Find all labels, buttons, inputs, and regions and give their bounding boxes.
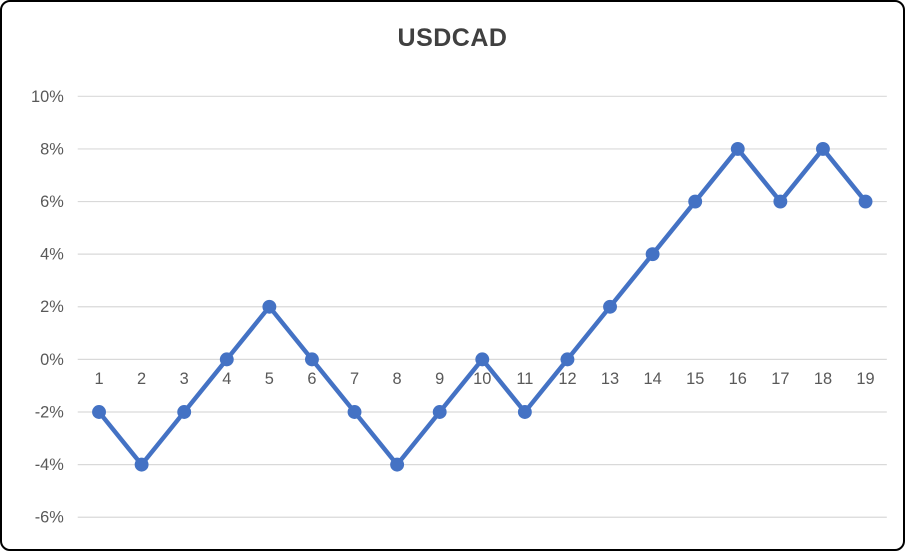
data-point-marker — [773, 194, 788, 209]
y-tick-label: 6% — [40, 193, 64, 211]
y-tick-label: -2% — [35, 403, 64, 421]
data-point-marker — [432, 405, 447, 419]
x-tick-label: 18 — [814, 370, 832, 388]
x-tick-label: 11 — [516, 370, 533, 388]
data-point-marker — [688, 194, 703, 209]
x-tick-label: 3 — [180, 370, 189, 388]
data-point-marker — [645, 247, 660, 262]
x-tick-label: 12 — [558, 370, 576, 388]
data-point-marker — [219, 352, 234, 367]
y-tick-label: 8% — [40, 140, 64, 158]
data-point-marker — [815, 141, 830, 156]
data-point-marker — [262, 299, 277, 314]
y-tick-label: -6% — [35, 509, 64, 527]
x-tick-label: 7 — [350, 370, 359, 388]
data-point-marker — [858, 194, 873, 209]
x-tick-label: 19 — [856, 370, 874, 388]
data-point-marker — [347, 405, 362, 419]
data-point-marker — [475, 352, 490, 367]
x-tick-label: 2 — [137, 370, 146, 388]
x-tick-label: 14 — [644, 370, 662, 388]
x-tick-label: 1 — [94, 370, 103, 388]
x-tick-label: 17 — [771, 370, 789, 388]
x-tick-label: 9 — [435, 370, 444, 388]
x-tick-label: 16 — [729, 370, 747, 388]
y-tick-label: -4% — [35, 456, 64, 474]
data-point-marker — [730, 141, 745, 156]
x-tick-label: 8 — [393, 370, 402, 388]
data-point-marker — [390, 457, 405, 472]
x-tick-label: 13 — [601, 370, 619, 388]
data-point-marker — [603, 299, 617, 314]
x-tick-label: 5 — [265, 370, 274, 388]
data-point-marker — [92, 405, 106, 419]
data-point-marker — [517, 405, 532, 419]
data-point-marker — [560, 352, 575, 367]
x-tick-label: 10 — [473, 370, 491, 388]
y-tick-label: 4% — [40, 246, 64, 264]
data-point-marker — [304, 352, 319, 367]
y-tick-label: 0% — [40, 351, 64, 369]
y-tick-label: 10% — [31, 88, 64, 106]
x-tick-label: 4 — [222, 370, 231, 388]
data-point-marker — [177, 405, 192, 419]
x-tick-label: 15 — [686, 370, 704, 388]
data-point-marker — [134, 457, 149, 472]
x-tick-label: 6 — [307, 370, 316, 388]
y-tick-label: 2% — [40, 298, 64, 316]
